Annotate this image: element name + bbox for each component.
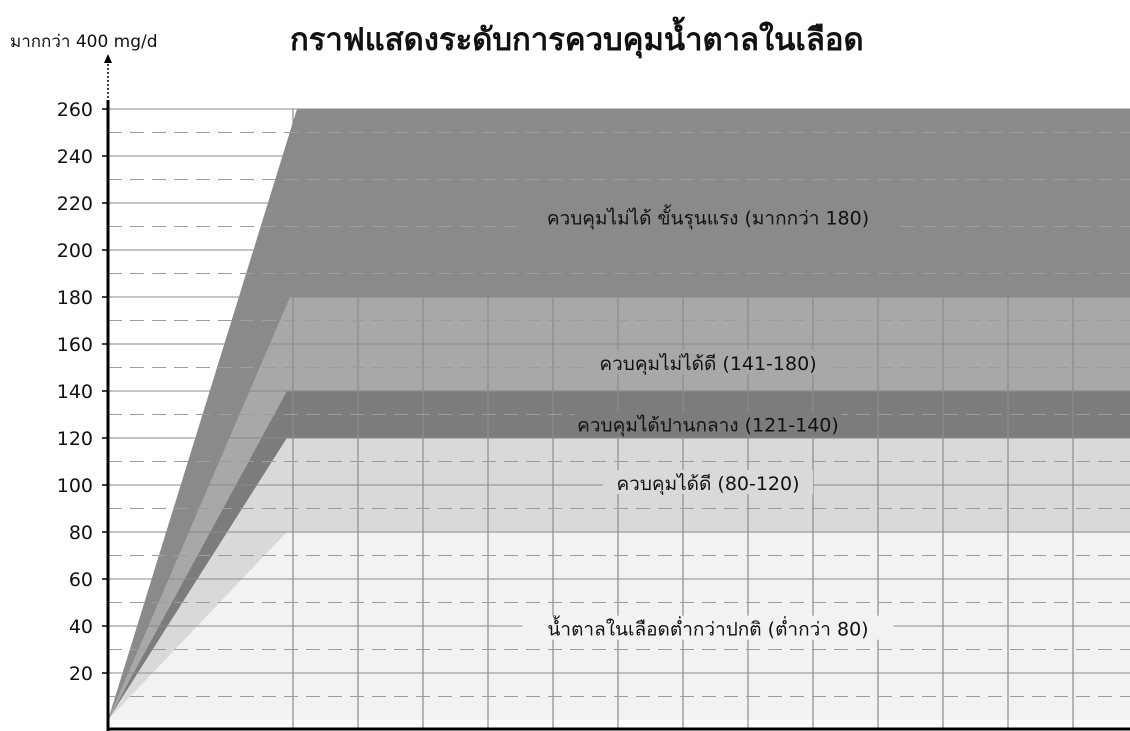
band-label: ควบคุมไม่ได้ ขั้นรุนแรง (มากกว่า 180) <box>547 204 869 230</box>
band-0 <box>108 109 1130 720</box>
y-tick-label: 240 <box>57 146 93 168</box>
band-1 <box>108 297 1130 720</box>
y-tick-label: 40 <box>69 616 93 638</box>
band-labels-layer: ควบคุมไม่ได้ ขั้นรุนแรง (มากกว่า 180) ควบ… <box>522 204 894 641</box>
band-label-bg <box>522 204 894 229</box>
band-label-bg <box>584 350 832 375</box>
y-tick-label: 20 <box>69 663 93 685</box>
y-tick-label: 220 <box>57 193 93 215</box>
y-tick-label: 180 <box>57 287 93 309</box>
band-label: น้ำตาลในเลือดต่ำกว่าปกติ (ต่ำกว่า 80) <box>547 616 868 641</box>
tick-layer: 20 40 60 80 100 120 140 160 180 200 220 240 260 <box>57 99 108 685</box>
band-label-bg <box>522 615 894 640</box>
y-tick-label: 100 <box>57 475 93 497</box>
band-label-bg <box>574 411 842 436</box>
y-tick-label: 120 <box>57 428 93 450</box>
chart-title: กราฟแสดงระดับการควบคุมน้ำตาลในเลือด <box>290 22 864 58</box>
y-axis-note: มากกว่า 400 mg/d <box>10 32 158 52</box>
band-label: ควบคุมได้ดี (80-120) <box>616 473 799 496</box>
y-tick-label: 140 <box>57 381 93 403</box>
band-label: ควบคุมได้ปานกลาง (121-140) <box>577 414 839 437</box>
axis-arrow-head <box>104 54 112 63</box>
band-label: ควบคุมไม่ได้ดี (141-180) <box>599 353 816 376</box>
y-tick-label: 160 <box>57 334 93 356</box>
y-tick-label: 80 <box>69 522 93 544</box>
band-2 <box>108 391 1130 720</box>
band-label-bg <box>603 470 813 494</box>
y-tick-label: 60 <box>69 569 93 591</box>
y-tick-label: 200 <box>57 240 93 262</box>
y-tick-label: 260 <box>57 99 93 121</box>
